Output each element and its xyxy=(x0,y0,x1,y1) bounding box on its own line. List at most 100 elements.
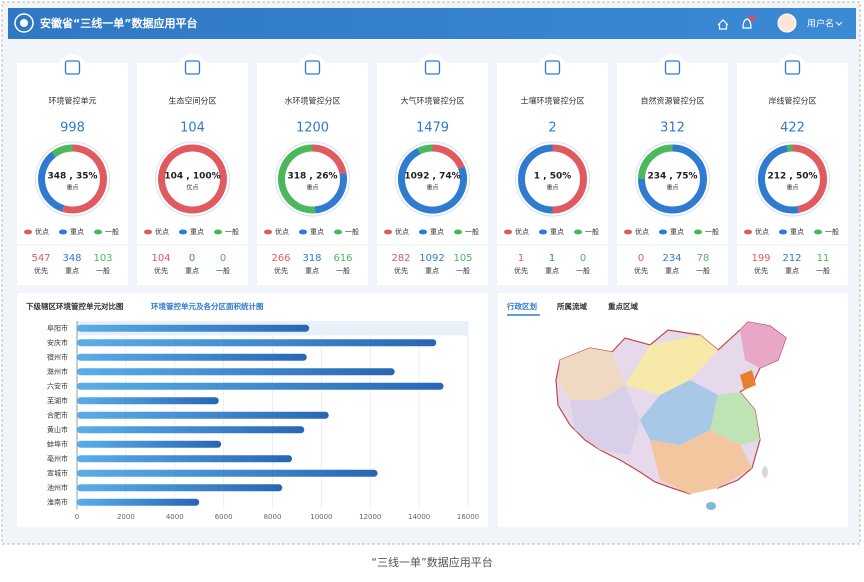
bar xyxy=(77,412,329,419)
stat-value: 616 xyxy=(333,253,352,264)
card-icon-bg xyxy=(659,54,687,82)
avatar[interactable] xyxy=(778,14,796,32)
legend-swatch xyxy=(454,230,462,235)
stat-value: 78 xyxy=(697,253,710,264)
x-tick-label: 14000 xyxy=(408,513,430,521)
x-tick-label: 12000 xyxy=(359,513,381,521)
legend-swatch xyxy=(504,230,512,235)
legend-label: 重点 xyxy=(670,228,684,236)
card-total: 2 xyxy=(548,121,556,136)
card-icon-bg xyxy=(539,54,567,82)
stat-value: 266 xyxy=(271,253,290,264)
stat-label: 优先 xyxy=(154,266,168,275)
stat-label: 优先 xyxy=(274,266,288,275)
app-title: 安徽省“三线一单”数据应用平台 xyxy=(40,16,197,30)
legend-swatch xyxy=(264,230,272,235)
card-icon-bg xyxy=(59,54,87,82)
legend-swatch xyxy=(419,230,427,235)
legend-swatch xyxy=(814,230,822,235)
legend-swatch xyxy=(59,230,67,235)
legend-label: 优点 xyxy=(275,227,289,236)
legend-label: 一般 xyxy=(585,227,599,236)
card-icon-bg xyxy=(179,54,207,82)
legend-swatch xyxy=(94,230,102,235)
bar xyxy=(77,455,292,462)
card-total: 998 xyxy=(60,121,85,136)
stat-value: 348 xyxy=(62,253,81,264)
bar xyxy=(77,368,395,375)
y-tick-label: 六安市 xyxy=(47,381,68,390)
stat-value: 103 xyxy=(93,253,112,264)
card-icon-bg xyxy=(779,54,807,82)
y-tick-label: 滁州市 xyxy=(47,367,68,376)
stat-value: 0 xyxy=(189,253,195,264)
stat-value: 0 xyxy=(638,253,644,264)
stat-value: 0 xyxy=(220,253,226,264)
stat-value: 318 xyxy=(302,253,321,264)
card-icon-bg xyxy=(419,54,447,82)
island xyxy=(706,502,716,510)
x-tick-label: 8000 xyxy=(264,513,282,521)
y-tick-label: 亳州市 xyxy=(47,454,68,463)
donut-center: 104 , 100% xyxy=(164,172,220,182)
legend-label: 优点 xyxy=(515,227,529,236)
logo-core xyxy=(20,19,28,27)
stat-value: 1092 xyxy=(419,253,444,264)
legend-swatch xyxy=(299,230,307,235)
card-total: 422 xyxy=(780,121,805,136)
legend-swatch xyxy=(539,230,547,235)
stat-label: 优先 xyxy=(634,266,648,275)
stat-label: 重点 xyxy=(545,267,559,275)
legend-label: 一般 xyxy=(825,227,839,236)
user-name[interactable]: 用户名 xyxy=(807,18,834,30)
donut-sub: 重点 xyxy=(426,184,438,192)
bar xyxy=(77,325,309,332)
donut-sub: 优点 xyxy=(186,184,198,192)
stat-label: 优先 xyxy=(34,266,48,275)
legend-label: 一般 xyxy=(465,227,479,236)
legend-swatch xyxy=(334,230,342,235)
legend-label: 优点 xyxy=(755,227,769,236)
stat-label: 一般 xyxy=(336,266,350,275)
card-title: 环境管控单元 xyxy=(49,96,97,106)
y-tick-label: 池州市 xyxy=(47,483,68,492)
legend-label: 优点 xyxy=(35,227,49,236)
y-tick-label: 蚌埠市 xyxy=(47,439,68,448)
bar xyxy=(77,484,282,491)
stat-label: 一般 xyxy=(696,266,710,275)
legend-swatch xyxy=(179,230,187,235)
bar xyxy=(77,354,307,361)
legend-label: 优点 xyxy=(635,227,649,236)
bar xyxy=(77,441,221,448)
panel-tab[interactable]: 重点区域 xyxy=(608,301,638,311)
card-title: 生态空间分区 xyxy=(169,96,217,106)
legend-swatch xyxy=(624,230,632,235)
stat-value: 212 xyxy=(782,253,801,264)
bar xyxy=(77,499,199,506)
y-tick-label: 宣城市 xyxy=(47,468,68,477)
donut-segment xyxy=(419,148,432,151)
card-title: 大气环境管控分区 xyxy=(401,96,465,106)
panel-tab[interactable]: 下级辖区环境管控单元对比图 xyxy=(26,301,124,311)
panel-tab[interactable]: 所属流域 xyxy=(557,301,587,311)
donut-sub: 重点 xyxy=(306,184,318,192)
card-title: 岸线管控分区 xyxy=(769,96,817,106)
bell-dot xyxy=(749,15,755,21)
stat-value: 547 xyxy=(31,253,50,264)
y-tick-label: 黄山市 xyxy=(47,425,68,434)
caption: “三线一单”数据应用平台 xyxy=(371,555,492,569)
legend-label: 优点 xyxy=(155,227,169,236)
card-title: 土壤环境管控分区 xyxy=(521,96,585,106)
y-tick-label: 阜阳市 xyxy=(47,323,68,332)
panel-tab[interactable]: 环境管控单元及各分区面积统计图 xyxy=(151,301,264,311)
donut-sub: 重点 xyxy=(666,184,678,192)
donut-center: 1 , 50% xyxy=(534,172,572,182)
stat-label: 优先 xyxy=(394,266,408,275)
y-tick-label: 淮南市 xyxy=(47,497,68,506)
legend-swatch xyxy=(384,230,392,235)
panel-tab[interactable]: 行政区划 xyxy=(506,301,537,311)
donut-sub: 重点 xyxy=(66,184,78,192)
y-tick-label: 合肥市 xyxy=(47,410,68,419)
